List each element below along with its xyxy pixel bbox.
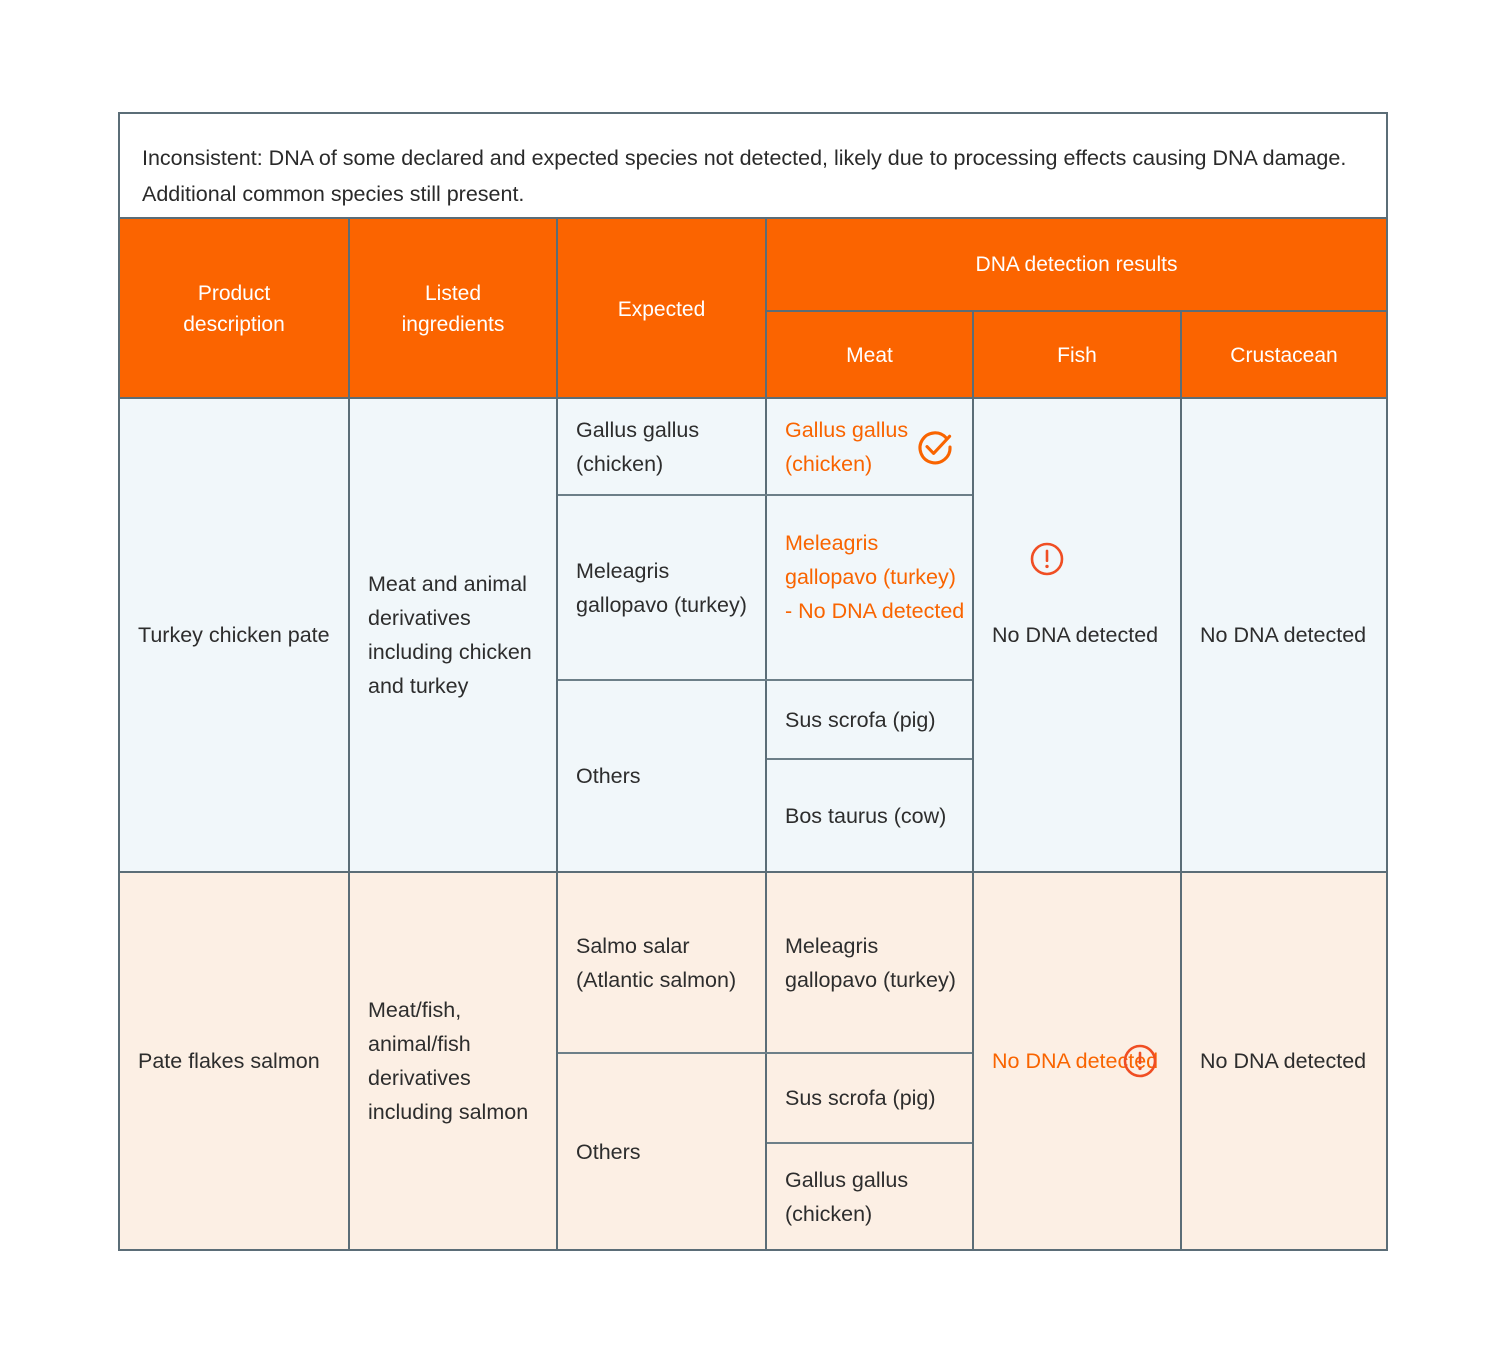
cell-expected-2: Others	[576, 1139, 641, 1164]
cell-crustacean: No DNA detected	[1182, 399, 1386, 871]
table-header: Product description Listed ingredients E…	[120, 219, 1386, 399]
cell-meat-2: Sus scrofa (pig)	[767, 1054, 972, 1142]
header-bottom-rule	[120, 397, 1386, 399]
cell-meat-3: Gallus gallus (chicken)	[767, 1144, 972, 1249]
header-listed-ingredients: Listed ingredients	[350, 219, 556, 399]
cell-listed-ingredients: Meat and animal derivatives including ch…	[368, 572, 532, 698]
cell-meat-2-text: Sus scrofa (pig)	[785, 1086, 936, 1110]
table-row-pate-flakes-salmon: Pate flakes salmon Meat/fish, animal/fis…	[120, 873, 1386, 1249]
cell-meat-1-text: Gallus gallus (chicken)	[785, 417, 909, 476]
row-divider-v2	[556, 399, 558, 871]
cell-meat-4: Bos taurus (cow)	[767, 760, 972, 871]
header-product-description-line1: Product	[197, 282, 271, 305]
row-divider-v2	[556, 873, 558, 1249]
cell-fish: No DNA detected	[974, 873, 1180, 1249]
summary-note: Inconsistent: DNA of some declared and e…	[120, 114, 1386, 219]
row-divider-v3	[765, 399, 767, 871]
cell-fish-text: No DNA detected	[992, 1049, 1159, 1073]
header-divider-3	[765, 219, 767, 399]
cell-product-description: Pate flakes salmon	[138, 1049, 320, 1073]
cell-fish: No DNA detected	[974, 399, 1180, 871]
cell-crustacean-text: No DNA detected	[1200, 623, 1367, 647]
header-product-description: Product description	[120, 219, 348, 399]
header-meat: Meat	[846, 344, 893, 367]
cell-listed-ingredients: Meat/fish, animal/fish derivatives inclu…	[368, 998, 529, 1124]
cell-meat-1-text: Meleagris gallopavo (turkey)	[785, 933, 956, 992]
header-crustacean: Crustacean	[1230, 344, 1338, 367]
check-circle-icon	[915, 427, 955, 467]
cell-meat-3: Sus scrofa (pig)	[767, 681, 972, 758]
table-row-turkey-chicken-pate: Turkey chicken pate Meat and animal deri…	[120, 399, 1386, 871]
header-fish: Fish	[1057, 344, 1097, 367]
cell-product-description: Turkey chicken pate	[138, 623, 330, 647]
header-group-underline	[767, 310, 1386, 312]
warning-circle-icon	[1120, 1041, 1160, 1081]
cell-meat-3-text: Gallus gallus (chicken)	[785, 1167, 909, 1226]
cell-meat-1: Gallus gallus (chicken)	[767, 399, 972, 494]
cell-meat-2-text: Meleagris gallopavo (turkey) - No DNA de…	[785, 531, 965, 623]
header-divider-4	[972, 312, 974, 399]
row-subdivider-h2	[558, 679, 972, 681]
warning-circle-icon	[1027, 539, 1067, 579]
row-divider-v1	[348, 873, 350, 1249]
row-divider-v5	[1180, 873, 1182, 1249]
row-subdivider-h2	[767, 1142, 972, 1144]
header-divider-1	[348, 219, 350, 399]
cell-meat-3-text: Sus scrofa (pig)	[785, 707, 936, 732]
cell-expected-1: Gallus gallus (chicken)	[576, 417, 700, 476]
header-dna-detection-results: DNA detection results	[975, 253, 1178, 276]
table-body: Turkey chicken pate Meat and animal deri…	[120, 399, 1386, 1249]
header-listed-ingredients-line1: Listed	[424, 282, 482, 305]
header-divider-5	[1180, 312, 1182, 399]
row-divider-v4	[972, 873, 974, 1249]
cell-meat-4-text: Bos taurus (cow)	[785, 803, 947, 828]
row-subdivider-h1	[558, 1052, 972, 1054]
header-listed-ingredients-line2: ingredients	[401, 313, 505, 336]
header-divider-2	[556, 219, 558, 399]
dna-detection-table: Inconsistent: DNA of some declared and e…	[118, 112, 1388, 1251]
header-expected: Expected	[617, 297, 706, 321]
cell-fish-text: No DNA detected	[992, 623, 1159, 647]
cell-crustacean: No DNA detected	[1182, 873, 1386, 1249]
cell-crustacean-text: No DNA detected	[1200, 1049, 1367, 1073]
cell-meat-1: Meleagris gallopavo (turkey)	[767, 873, 972, 1052]
cell-meat-2: Meleagris gallopavo (turkey) - No DNA de…	[767, 496, 972, 679]
row-divider-v3	[765, 873, 767, 1249]
row-divider-v1	[348, 399, 350, 871]
row-divider-v5	[1180, 399, 1182, 871]
row-divider-v4	[972, 399, 974, 871]
cell-expected-2: Meleagris gallopavo (turkey)	[576, 558, 747, 617]
row-subdivider-h3	[767, 758, 972, 760]
header-product-description-line2: description	[183, 313, 285, 336]
cell-expected-3: Others	[576, 764, 641, 788]
row-subdivider-h1	[558, 494, 972, 496]
band-separator	[120, 871, 1386, 873]
cell-expected-1: Salmo salar (Atlantic salmon)	[576, 933, 737, 992]
